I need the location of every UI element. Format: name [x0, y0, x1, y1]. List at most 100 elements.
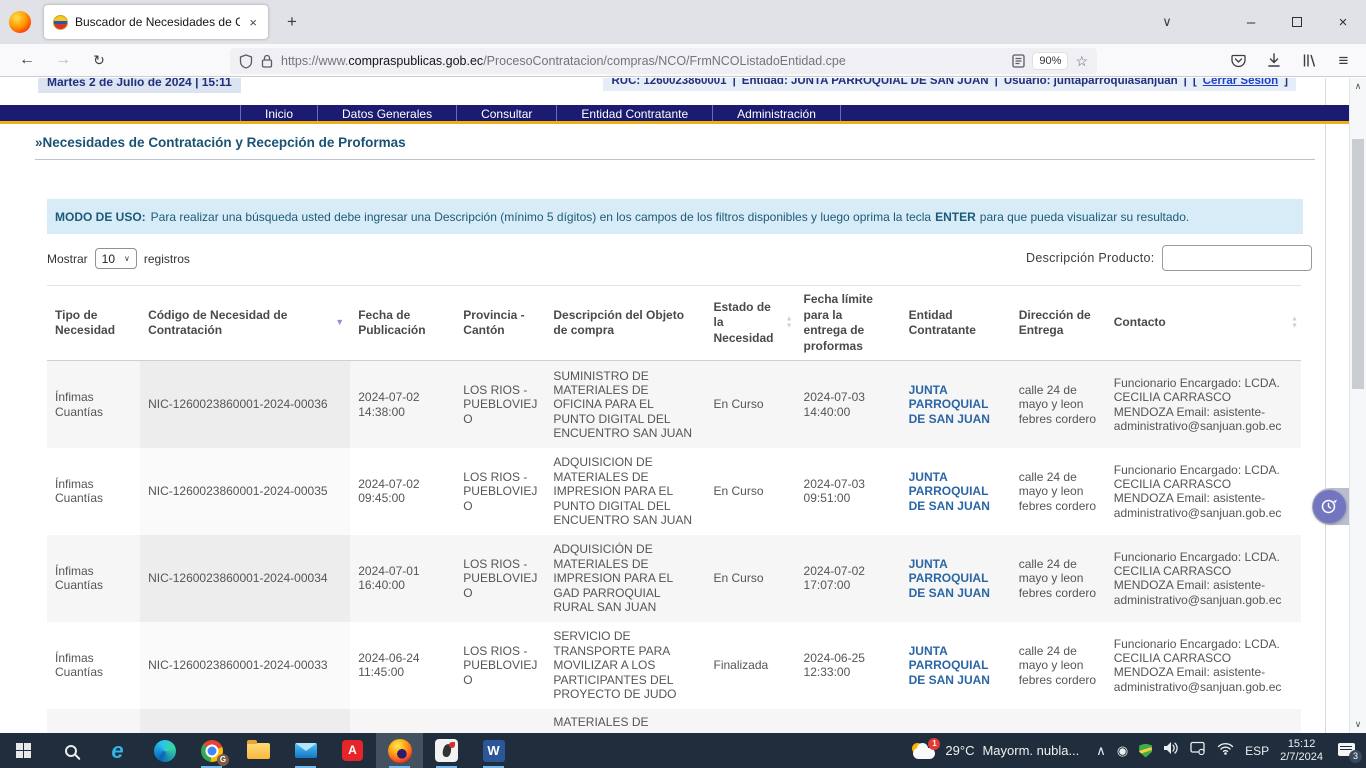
menu-item-administracion[interactable]: Administración — [712, 105, 841, 121]
pocket-icon[interactable] — [1221, 48, 1256, 73]
session-separator: | — [994, 78, 998, 87]
cell-provincia: LOS RIOS - PUEBLOVIEJO — [455, 360, 546, 448]
header-fecha-publicacion[interactable]: Fecha de Publicación — [350, 284, 456, 362]
cell-direccion: calle 24 de mayo y leon febres cordero — [1010, 534, 1106, 622]
back-button[interactable]: ← — [19, 51, 35, 68]
taskbar-edge[interactable] — [141, 733, 188, 768]
cell-fecha-limite: 2024-07-02 17:07:00 — [795, 534, 901, 622]
volume-icon[interactable] — [1163, 741, 1179, 760]
sort-both-icon: ▲ ▼ — [1291, 316, 1298, 330]
tab-close-icon[interactable]: × — [249, 14, 257, 30]
wifi-icon[interactable] — [1217, 742, 1234, 760]
shield-icon[interactable] — [239, 53, 253, 69]
cell-provincia — [455, 708, 546, 733]
zoom-level-badge[interactable]: 90% — [1033, 53, 1068, 69]
display-cast-icon[interactable] — [1190, 741, 1206, 760]
page-size-select[interactable]: 10 ∨ — [94, 248, 137, 269]
taskbar-firefox[interactable] — [376, 733, 423, 768]
bookmark-star-icon[interactable]: ☆ — [1075, 52, 1088, 69]
scrollbar-down-arrow[interactable]: ∨ — [1354, 719, 1362, 729]
language-indicator[interactable]: ESP — [1245, 743, 1270, 758]
menu-item-datos-generales[interactable]: Datos Generales — [317, 105, 456, 121]
record-icon[interactable]: ◉ — [1116, 742, 1129, 758]
cell-entidad: JUNTA PARROQUIAL DE SAN JUAN — [900, 534, 1011, 622]
url-bar[interactable]: https://www.compraspublicas.gob.ec/Proce… — [230, 48, 1097, 74]
action-center-button[interactable]: 3 — [1338, 742, 1362, 763]
page-scrollbar[interactable]: ∧ ∨ — [1349, 78, 1366, 733]
cell-provincia: LOS RIOS - PUEBLOVIEJO — [455, 534, 546, 622]
browser-tab[interactable]: Buscador de Necesidades de Co × — [44, 5, 268, 39]
results-table-wrap: Tipo de Necesidad Código de Necesidad de… — [47, 284, 1303, 733]
edge-icon — [153, 739, 176, 762]
session-separator: | — [1183, 78, 1187, 87]
close-button[interactable]: × — [1338, 13, 1348, 31]
sort-desc-icon: ▼ — [335, 317, 345, 328]
header-tipo-necesidad[interactable]: Tipo de Necesidad — [47, 284, 141, 362]
reload-button[interactable]: ↻ — [93, 52, 105, 68]
weather-widget[interactable]: 1 29°C Mayorm. nubla... — [911, 737, 1079, 760]
cell-descripcion: SERVICIO DE TRANSPORTE PARA MOVILIZAR A … — [545, 621, 706, 709]
forward-button[interactable]: → — [55, 51, 71, 68]
header-provincia-canton[interactable]: Provincia - Cantón — [455, 284, 546, 362]
taskbar-search-button[interactable] — [47, 733, 94, 768]
entidad-link[interactable]: JUNTA PARROQUIAL DE SAN JUAN — [908, 556, 990, 600]
header-contacto[interactable]: Contacto ▲ ▼ — [1105, 284, 1301, 362]
logout-link[interactable]: Cerrar Sesión — [1202, 78, 1279, 87]
start-button[interactable] — [0, 733, 47, 768]
menu-item-consultar[interactable]: Consultar — [456, 105, 556, 121]
tray-chevron-icon[interactable]: ∧ — [1096, 742, 1106, 758]
taskbar-mail[interactable] — [282, 733, 329, 768]
header-codigo[interactable]: Código de Necesidad de Contratación ▼ — [140, 284, 351, 362]
session-separator: | — [732, 78, 736, 87]
cell-contacto — [1105, 708, 1301, 733]
mail-icon — [294, 743, 317, 758]
taskbar-word[interactable]: W — [470, 733, 517, 768]
menu-item-entidad-contratante[interactable]: Entidad Contratante — [556, 105, 712, 121]
header-fecha-limite[interactable]: Fecha límite para la entrega de proforma… — [795, 284, 901, 362]
minimize-button[interactable]: – — [1246, 13, 1256, 31]
menu-item-inicio[interactable]: Inicio — [240, 105, 317, 121]
header-descripcion-objeto[interactable]: Descripción del Objeto de compra — [545, 284, 706, 362]
scrollbar-thumb[interactable] — [1352, 139, 1364, 389]
header-entidad-contratante[interactable]: Entidad Contratante — [900, 284, 1011, 362]
word-icon: W — [482, 739, 505, 762]
table-row: Ínfimas Cuantías NIC-1260023860001-2024-… — [47, 534, 1301, 622]
entidad-link[interactable]: JUNTA PARROQUIAL DE SAN JUAN — [908, 643, 990, 687]
sort-desc-glyph: ▼ — [785, 322, 793, 330]
product-description-input[interactable] — [1161, 245, 1312, 271]
reader-mode-icon[interactable] — [1012, 54, 1026, 68]
cell-codigo: NIC-1260023860001-2024-00034 — [140, 534, 351, 622]
cell-direccion: calle 24 de mayo y leon febres cordero — [1010, 447, 1106, 535]
library-icon[interactable] — [1291, 48, 1326, 73]
maximize-button[interactable] — [1274, 0, 1320, 44]
taskbar-chrome[interactable]: G — [188, 733, 235, 768]
antivirus-shield-icon[interactable] — [1139, 743, 1153, 758]
header-estado-necesidad[interactable]: Estado de la Necesidad ▲ ▼ — [705, 284, 796, 362]
header-direccion-entrega[interactable]: Dirección de Entrega — [1010, 284, 1106, 362]
taskbar-internet-explorer[interactable]: e — [94, 733, 141, 768]
taskbar-clock[interactable]: 15:12 2/7/2024 — [1280, 738, 1323, 764]
taskbar-file-explorer[interactable] — [235, 733, 282, 768]
logout-bracket-close: ] — [1284, 78, 1288, 87]
taskbar-acrobat[interactable]: A — [329, 733, 376, 768]
window-controls: – × — [1228, 0, 1366, 44]
logout-bracket-open: [ — [1192, 78, 1197, 87]
lock-icon[interactable] — [261, 54, 273, 68]
entidad-link[interactable]: JUNTA PARROQUIAL DE SAN JUAN — [908, 383, 990, 426]
scrollbar-up-arrow[interactable]: ∧ — [1354, 81, 1362, 91]
cell-estado: En Curso — [705, 447, 796, 535]
url-text[interactable]: https://www.compraspublicas.gob.ec/Proce… — [281, 54, 1004, 68]
cloud-icon — [913, 742, 936, 759]
table-row: Ínfimas Cuantías NIC-1260023860001-2024-… — [47, 621, 1301, 709]
tab-list-chevron-icon[interactable]: ∨ — [1162, 14, 1172, 29]
taskbar-java-app[interactable] — [423, 733, 470, 768]
session-bar: Martes 2 de Julio de 2024 | 15:11 RUC: 1… — [38, 78, 1296, 93]
downloads-icon[interactable] — [1256, 48, 1291, 73]
new-tab-button[interactable]: + — [287, 12, 297, 31]
cell-direccion: calle 24 de mayo y leon febres cordero — [1010, 360, 1106, 448]
entidad-link[interactable]: JUNTA PARROQUIAL DE SAN JUAN — [908, 469, 990, 513]
cell-codigo: NIC-1260023860001-2024-00033 — [140, 621, 351, 709]
usage-enter-key: ENTER — [935, 209, 976, 224]
menu-hamburger-icon[interactable]: ≡ — [1338, 50, 1349, 70]
floating-timer-widget[interactable] — [1312, 488, 1349, 525]
